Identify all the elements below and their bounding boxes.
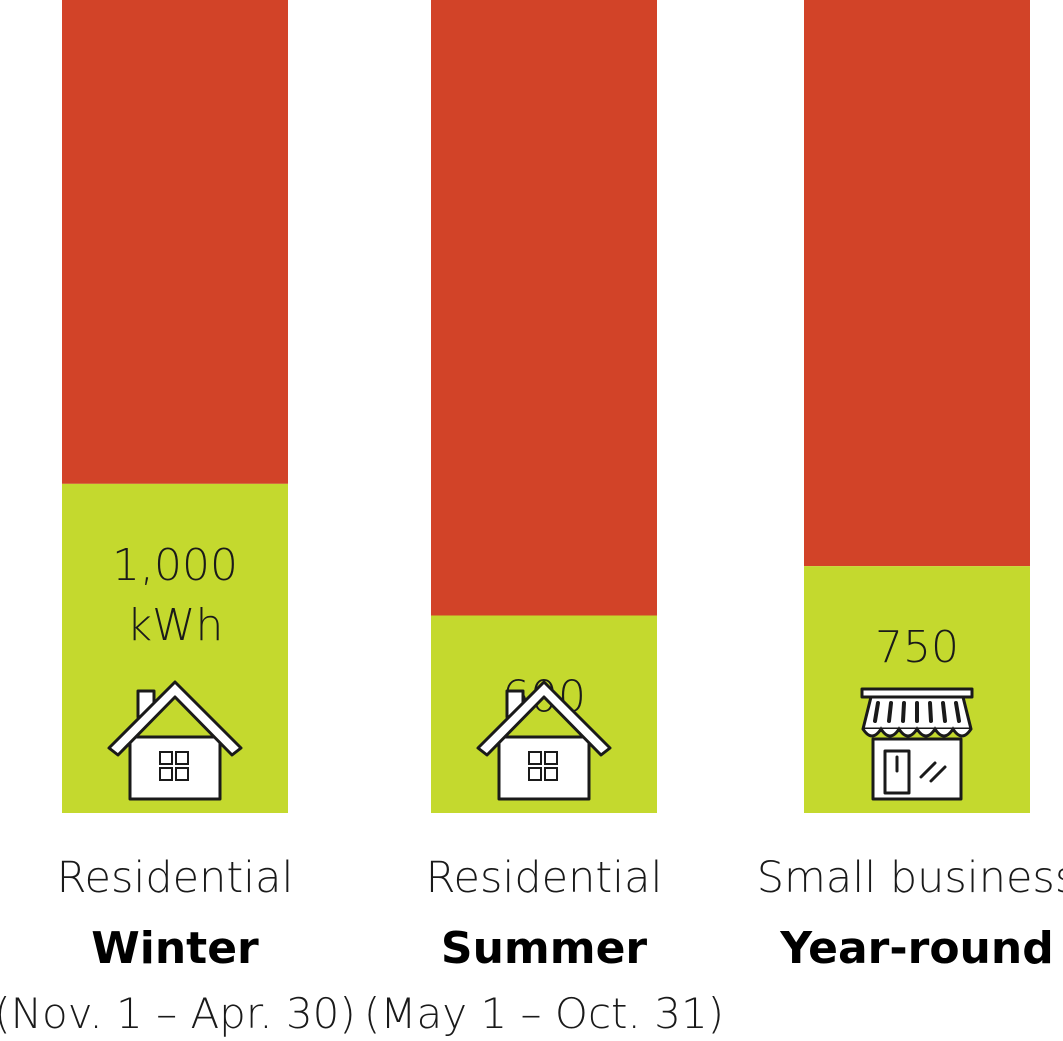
bar-above-threshold [431, 0, 657, 616]
category-label: Small business [757, 853, 1063, 903]
bar-above-threshold [804, 0, 1030, 567]
season-label: Winter [91, 923, 259, 974]
bar-group: 1,000 kWh Residential Winter (Nov. 1 – Apr. … [0, 0, 356, 1038]
bar-above-threshold [62, 0, 288, 484]
data-label-unit: kWh [127, 600, 224, 651]
category-label: Residential [426, 853, 663, 903]
storefront-icon [860, 687, 974, 801]
season-label: Summer [441, 923, 648, 974]
category-label: Residential [57, 853, 294, 903]
data-label-value: 1,000 [112, 540, 238, 591]
data-label-value: 750 [875, 622, 959, 673]
house-icon [107, 680, 243, 801]
date-range-label: (May 1 – Oct. 31) [364, 989, 724, 1038]
bar-group: 600kWhResidentialSummer(May 1 – Oct. 31) [364, 0, 724, 1038]
date-range-label: (Nov. 1 – Apr. 30) [0, 989, 356, 1038]
house-icon [476, 680, 612, 801]
season-label: Year-round [779, 923, 1053, 974]
